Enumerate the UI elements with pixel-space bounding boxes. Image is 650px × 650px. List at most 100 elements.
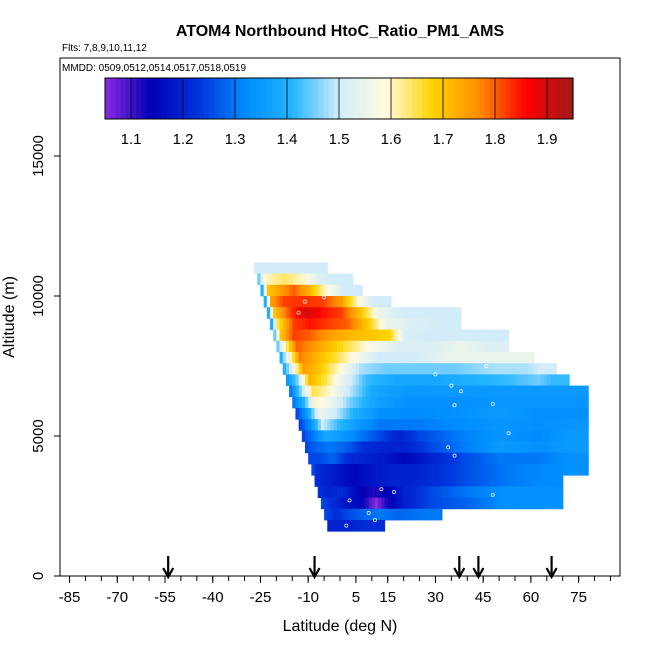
heat-cell [473, 430, 478, 442]
heat-cell [502, 396, 507, 409]
heat-cell [540, 385, 545, 398]
heat-cell [308, 262, 312, 274]
heat-cell [480, 452, 484, 465]
heat-cell [457, 464, 462, 487]
heat-cell [543, 464, 548, 487]
heat-cell [349, 508, 354, 521]
heat-cell [317, 329, 322, 342]
heat-cell [527, 352, 532, 364]
colorbar-segment [333, 78, 340, 119]
heat-cell [413, 374, 417, 386]
heat-cell [400, 374, 405, 386]
heat-cell [441, 430, 446, 442]
heat-cell [355, 452, 360, 465]
heat-cell [454, 408, 459, 420]
heat-cell [550, 486, 554, 498]
heat-cell [320, 486, 325, 498]
heat-cell [416, 374, 421, 386]
colorbar-segment [536, 78, 543, 119]
heat-cell [546, 363, 551, 375]
heat-cell [352, 340, 357, 353]
heat-cell [289, 352, 293, 364]
heat-cell [585, 452, 589, 465]
heat-cell [270, 262, 274, 274]
heat-cell [394, 419, 398, 431]
heat-cell [314, 262, 319, 274]
heat-cell [413, 508, 417, 521]
heat-cell [534, 374, 538, 386]
heat-cell [346, 374, 351, 386]
heat-cell [486, 419, 491, 431]
heat-cell [362, 497, 367, 510]
heat-cell [492, 430, 497, 442]
heat-cell [270, 284, 274, 297]
heat-cell [410, 396, 414, 409]
heat-cell [381, 352, 386, 364]
colorbar-segment [541, 78, 548, 119]
heat-cell [413, 419, 417, 431]
heat-cell [578, 441, 583, 454]
heat-cell [410, 430, 414, 442]
heat-cell [292, 318, 297, 330]
heat-cell [454, 307, 459, 319]
heat-cell [365, 307, 370, 319]
heat-cell [543, 430, 548, 442]
colorbar-segment [463, 78, 470, 119]
heat-cell [518, 430, 522, 442]
heat-cell [384, 497, 389, 510]
heat-cell [352, 408, 357, 420]
heat-cell [515, 497, 519, 510]
heat-cell [320, 329, 325, 342]
heat-cell [422, 452, 427, 465]
heat-cell [422, 464, 427, 487]
heat-cell [454, 374, 459, 386]
heat-cell [559, 385, 564, 398]
heat-cell [378, 452, 382, 465]
heat-cell [292, 374, 297, 386]
heat-cell [403, 385, 408, 398]
heat-cell [556, 430, 561, 442]
heat-cell [327, 329, 332, 342]
heat-cell [435, 464, 440, 487]
heat-cell [314, 284, 319, 297]
heat-cell [346, 385, 351, 398]
heat-cell [333, 396, 338, 409]
heat-cell [282, 262, 287, 274]
heat-cell [355, 419, 360, 431]
heat-cell [406, 329, 411, 342]
heat-cell [422, 408, 427, 420]
y-tick-label: 0 [30, 572, 47, 580]
heat-cell [495, 385, 500, 398]
dates-note: MMDD: 0509,0512,0514,0517,0518,0519 [62, 63, 246, 74]
colorbar-segment [151, 78, 158, 119]
heat-cell [378, 430, 382, 442]
heat-cell [330, 430, 335, 442]
heat-cell [305, 430, 309, 442]
heat-cell [546, 419, 551, 431]
heat-cell [524, 374, 529, 386]
heat-cell [381, 318, 386, 330]
colorbar-segment [281, 78, 288, 119]
heat-cell [282, 307, 287, 319]
heat-cell [352, 520, 357, 532]
heat-cell [292, 363, 297, 375]
heat-cell [448, 430, 452, 442]
heat-cell [390, 464, 395, 487]
heat-cell [266, 262, 271, 274]
heat-cell [480, 329, 484, 342]
heat-cell [553, 430, 557, 442]
heat-cell [527, 385, 532, 398]
sample-point [449, 383, 454, 388]
heat-cell [476, 497, 481, 510]
heat-cell [365, 340, 370, 353]
heat-cell [486, 452, 491, 465]
heat-cell [359, 318, 363, 330]
heat-cell [311, 441, 316, 454]
heat-cell [295, 273, 300, 286]
heat-cell [308, 441, 312, 454]
heat-cell [445, 307, 449, 319]
heat-cell [419, 508, 424, 521]
heat-cell [387, 464, 392, 487]
heat-cell [305, 284, 309, 297]
heat-cell [387, 352, 392, 364]
